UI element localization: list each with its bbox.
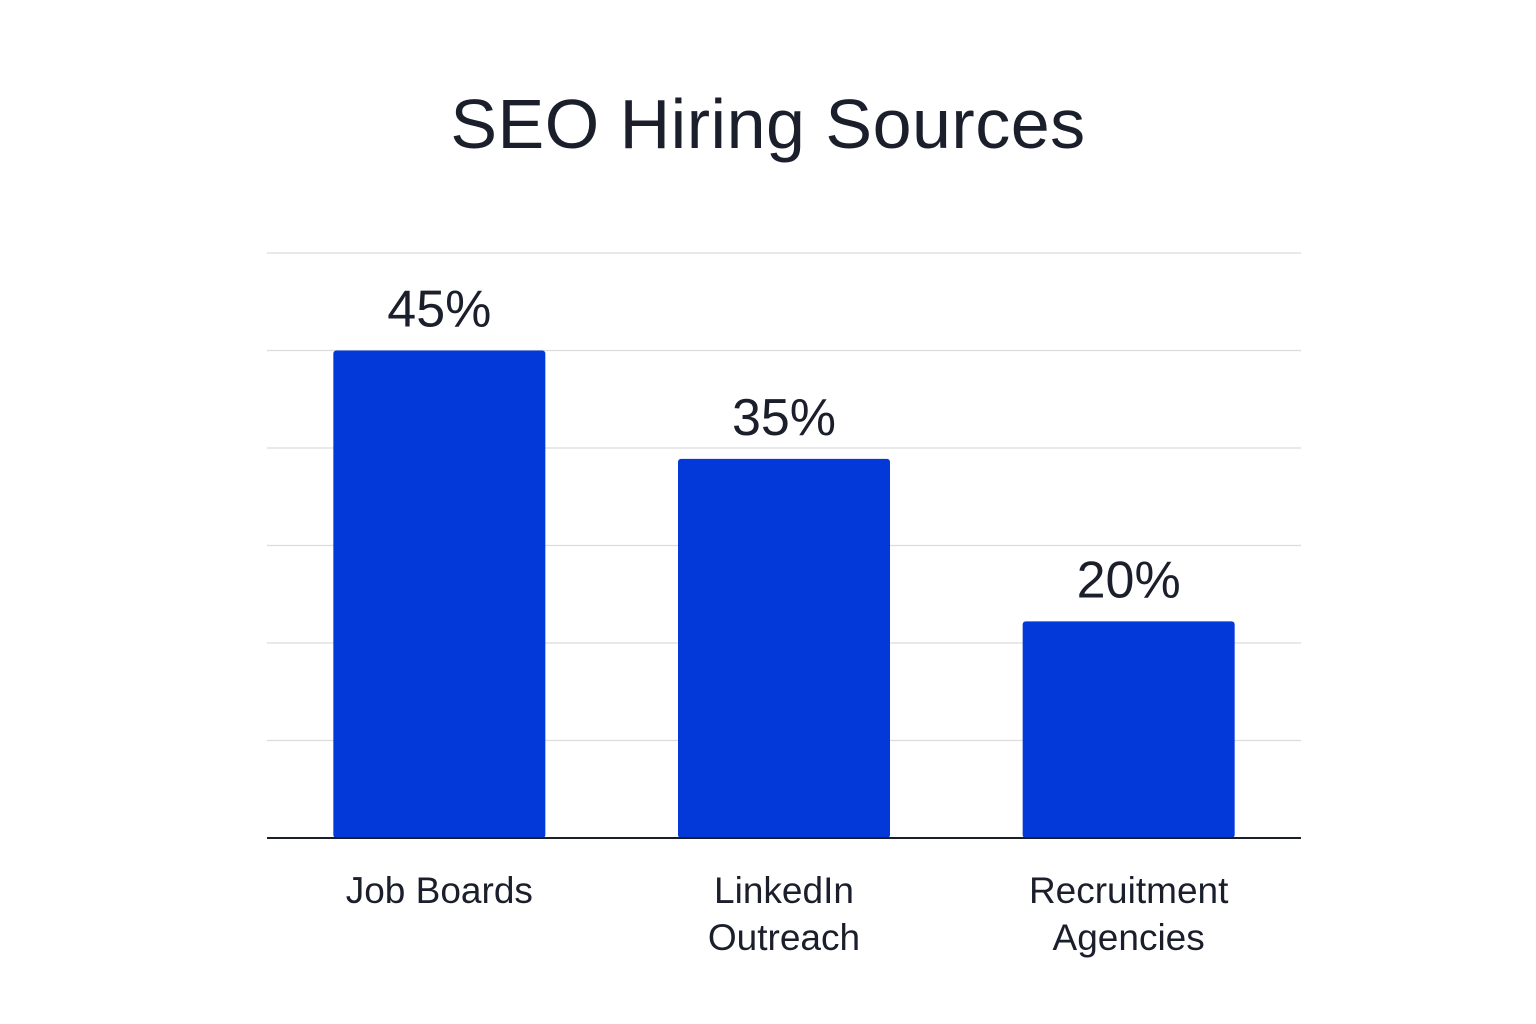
chart-title: SEO Hiring Sources [450, 85, 1086, 163]
bar [678, 458, 890, 838]
category-label: Job Boards [346, 870, 533, 911]
bar-value-label: 45% [387, 281, 491, 339]
category-label: Agencies [1053, 917, 1205, 958]
category-label: LinkedIn [714, 870, 854, 911]
bar-value-label: 35% [732, 389, 836, 447]
bar-value-label: 20% [1077, 551, 1181, 609]
bars [333, 350, 1235, 838]
bar [333, 350, 546, 838]
category-labels: Job Boards LinkedIn Outreach Recruitment Age… [346, 870, 1229, 958]
value-labels: 45% 35% 20% [387, 281, 1180, 610]
category-label: Recruitment [1029, 870, 1229, 911]
category-label: Outreach [708, 917, 860, 958]
bar [1022, 621, 1235, 838]
